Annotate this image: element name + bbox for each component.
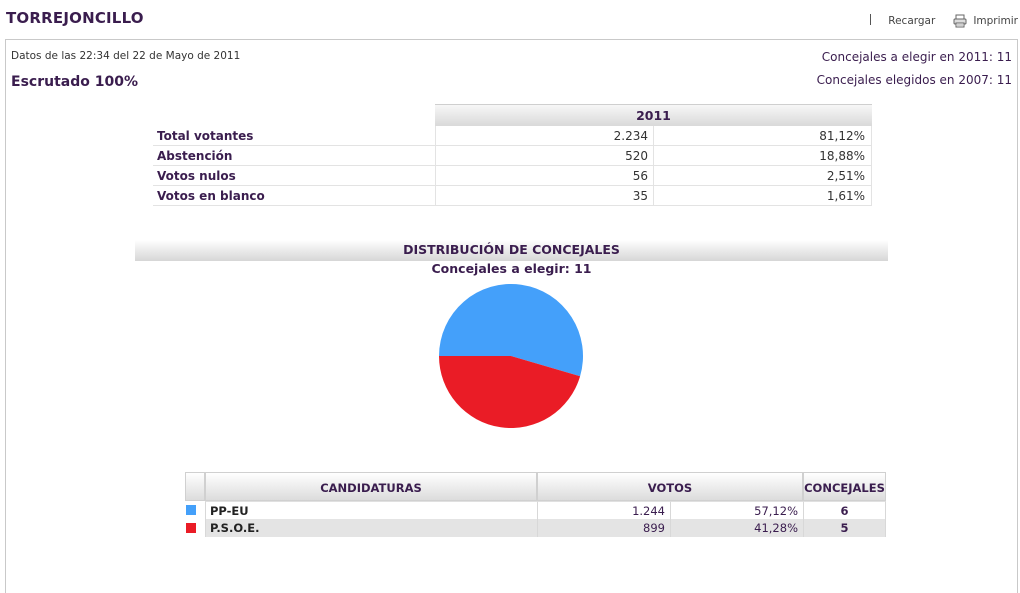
seats-pie-chart (439, 284, 583, 428)
distribution-subtitle: Concejales a elegir: 11 (431, 261, 592, 276)
row-percent: 2,51% (653, 166, 872, 186)
escrutado-status: Escrutado 100% (11, 74, 138, 90)
table-row: P.S.O.E. 899 41,28% 5 (185, 519, 886, 537)
row-value: 56 (435, 166, 653, 186)
pie-slice-pp-eu (439, 284, 583, 377)
row-percent: 1,61% (653, 186, 872, 206)
party-color-swatch (186, 505, 196, 515)
party-color-swatch (186, 523, 196, 533)
row-percent: 81,12% (653, 126, 872, 146)
distribution-title: DISTRIBUCIÓN DE CONCEJALES (135, 240, 888, 261)
concejales-header: CONCEJALES (803, 472, 886, 501)
pie-slice-p-s-o-e (439, 356, 581, 428)
table-row: Total votantes 2.234 81,12% (153, 126, 872, 146)
party-votes: 1.244 (537, 501, 670, 519)
party-seats: 6 (803, 501, 886, 519)
row-label: Total votantes (157, 129, 254, 143)
row-value: 2.234 (435, 126, 653, 146)
color-header (185, 472, 205, 501)
party-votes: 899 (537, 519, 670, 537)
row-label: Votos nulos (157, 169, 236, 183)
data-timestamp: Datos de las 22:34 del 22 de Mayo de 201… (11, 50, 241, 62)
reload-button[interactable]: Recargar (888, 15, 936, 27)
party-name: PP-EU (205, 501, 537, 519)
table-row: Votos nulos 56 2,51% (153, 166, 872, 186)
concejales-elegidos: Concejales elegidos en 2007: 11 (816, 73, 1012, 87)
year-header: 2011 (435, 104, 872, 126)
table-row: PP-EU 1.244 57,12% 6 (185, 501, 886, 519)
table-row: Votos en blanco 35 1,61% (153, 186, 872, 206)
row-label: Votos en blanco (157, 189, 265, 203)
row-value: 35 (435, 186, 653, 206)
results-panel (5, 39, 1018, 593)
party-percent: 57,12% (670, 501, 803, 519)
row-label: Abstención (157, 149, 233, 163)
toolbar-divider (870, 13, 872, 25)
candidaturas-header: CANDIDATURAS (205, 472, 537, 501)
toolbar: Recargar Imprimir (870, 13, 1018, 28)
party-name: P.S.O.E. (205, 519, 537, 537)
print-button[interactable]: Imprimir (973, 15, 1018, 27)
concejales-a-elegir: Concejales a elegir en 2011: 11 (821, 50, 1012, 64)
party-percent: 41,28% (670, 519, 803, 537)
table-row: Abstención 520 18,88% (153, 146, 872, 166)
party-seats: 5 (803, 519, 886, 537)
page-title: TORREJONCILLO (6, 9, 144, 27)
row-percent: 18,88% (653, 146, 872, 166)
printer-icon[interactable] (953, 14, 967, 28)
row-value: 520 (435, 146, 653, 166)
votos-header: VOTOS (537, 472, 803, 501)
